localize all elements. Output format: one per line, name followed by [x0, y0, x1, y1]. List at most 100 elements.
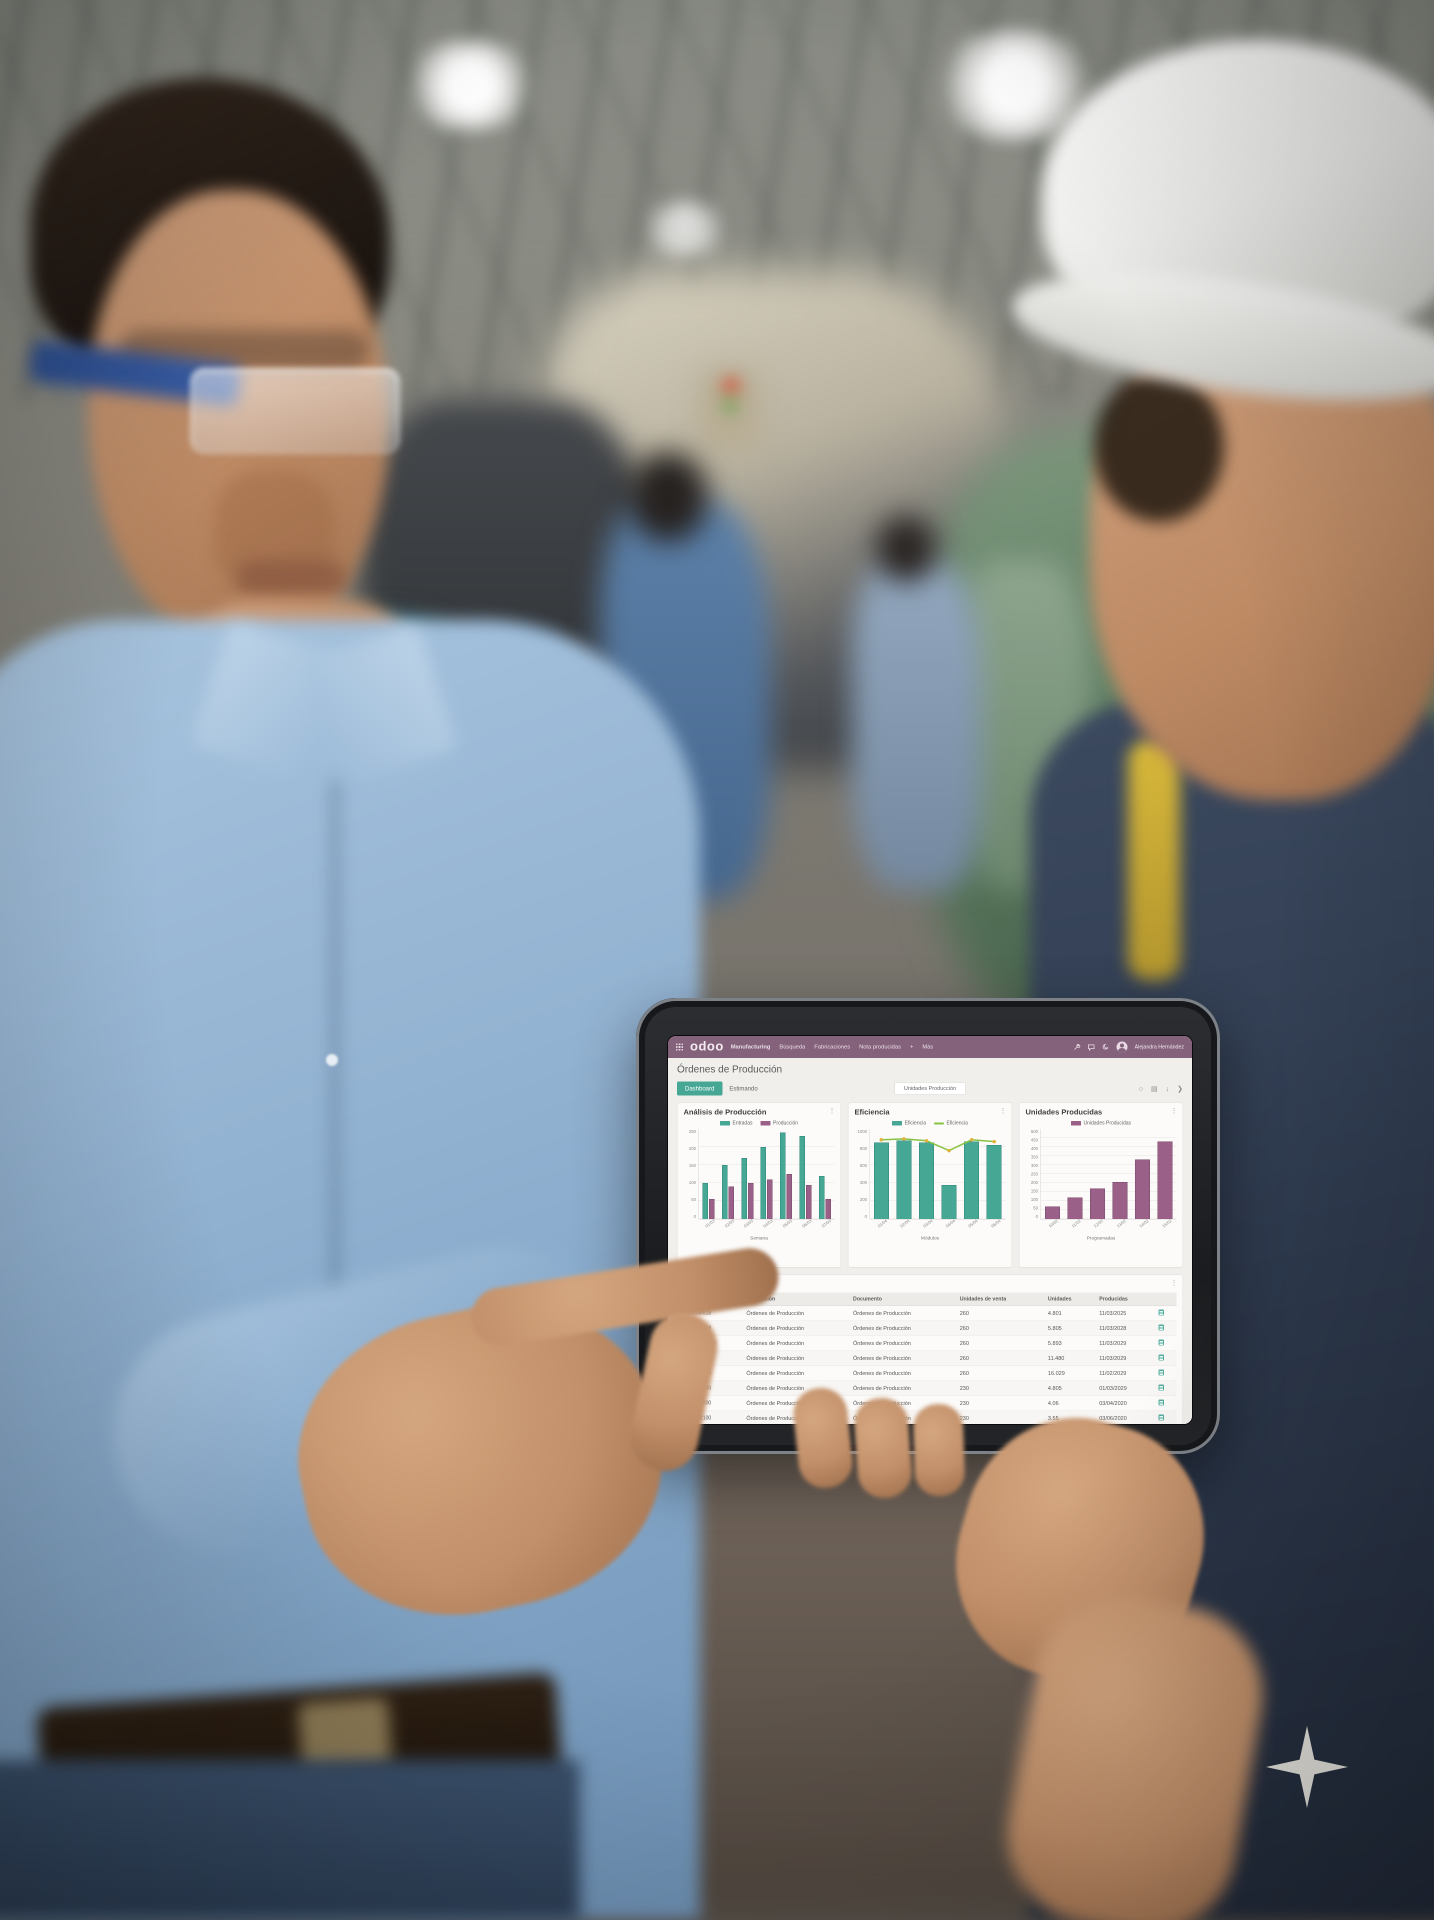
- bar[interactable]: [1044, 1206, 1060, 1219]
- trash-icon[interactable]: [1158, 1369, 1165, 1376]
- bar[interactable]: [818, 1176, 825, 1219]
- topbar-menu-item[interactable]: Búsqueda: [779, 1044, 806, 1050]
- legend-swatch: [760, 1121, 771, 1126]
- bar[interactable]: [1157, 1141, 1173, 1219]
- bar[interactable]: [1135, 1159, 1151, 1219]
- table-cell-name[interactable]: Órdenes de Producción: [742, 1350, 850, 1366]
- worker-head: [628, 452, 708, 542]
- table-cell-name[interactable]: Órdenes de Producción: [742, 1320, 850, 1336]
- bar-group: [964, 1141, 980, 1219]
- topbar-menu-item[interactable]: Más: [922, 1044, 934, 1050]
- table-cell-name[interactable]: Órdenes de Producción: [742, 1335, 850, 1351]
- download-icon[interactable]: ↓: [1165, 1084, 1170, 1093]
- estimate-button[interactable]: Estimando: [722, 1082, 764, 1096]
- breadcrumb: Órdenes de Producción: [677, 1064, 783, 1075]
- legend-swatch: [719, 1121, 730, 1126]
- bar[interactable]: [1089, 1188, 1105, 1219]
- apps-grid-icon[interactable]: [676, 1043, 683, 1051]
- bar[interactable]: [728, 1186, 735, 1219]
- bar[interactable]: [799, 1136, 805, 1219]
- table-cell-doc: Órdenes de Producción: [849, 1365, 956, 1381]
- plot-area: [698, 1129, 835, 1220]
- table-column-header[interactable]: [1154, 1292, 1177, 1306]
- user-name[interactable]: Alejandra Hernández: [1134, 1044, 1184, 1050]
- bar[interactable]: [780, 1132, 786, 1219]
- topbar-menu-item[interactable]: +: [909, 1044, 914, 1050]
- topbar-menu-item[interactable]: Nota producidas: [859, 1044, 901, 1050]
- trash-icon[interactable]: [1158, 1339, 1165, 1346]
- kebab-menu-icon[interactable]: ⋮: [999, 1106, 1007, 1115]
- bar[interactable]: [747, 1183, 754, 1219]
- kebab-menu-icon[interactable]: ⋮: [1170, 1106, 1178, 1115]
- bar[interactable]: [702, 1183, 709, 1219]
- table-cell-doc: Órdenes de Producción: [849, 1350, 956, 1366]
- trash-icon[interactable]: [1158, 1324, 1165, 1331]
- chart-legend: Entradas Producción: [684, 1121, 835, 1126]
- next-icon[interactable]: ❯: [1177, 1084, 1183, 1093]
- right-man-hair: [1094, 372, 1224, 522]
- table-cell-date: 11/03/2029: [1095, 1335, 1155, 1351]
- bar[interactable]: [786, 1174, 793, 1219]
- dashboard-button[interactable]: Dashboard: [677, 1081, 723, 1096]
- left-man-lips: [236, 560, 346, 596]
- legend-swatch: [1070, 1121, 1081, 1126]
- table-row[interactable]: P 10000/000Órdenes de ProducciónÓrdenes …: [683, 1335, 1177, 1351]
- bar[interactable]: [986, 1145, 1002, 1219]
- trash-icon[interactable]: [1158, 1354, 1165, 1361]
- topbar-menu-item[interactable]: Fabricaciones: [814, 1044, 851, 1050]
- legend-swatch: [892, 1121, 903, 1126]
- moon-icon[interactable]: [1102, 1043, 1110, 1051]
- wrench-icon[interactable]: [1073, 1043, 1081, 1051]
- bar-group: [1157, 1141, 1173, 1219]
- bar[interactable]: [1067, 1197, 1083, 1219]
- trash-icon[interactable]: [1158, 1309, 1165, 1316]
- table-column-header[interactable]: Unidades de venta: [955, 1292, 1044, 1306]
- bar[interactable]: [964, 1141, 980, 1219]
- bar[interactable]: [767, 1179, 773, 1219]
- trash-icon[interactable]: [1158, 1399, 1165, 1406]
- circle-icon[interactable]: ○: [1138, 1084, 1144, 1093]
- list-icon[interactable]: ▤: [1151, 1084, 1158, 1093]
- kebab-menu-icon[interactable]: ⋮: [1170, 1278, 1178, 1287]
- green-indicator-light: [723, 398, 737, 412]
- bar[interactable]: [825, 1199, 831, 1219]
- table-column-header[interactable]: Producidas: [1095, 1292, 1155, 1306]
- user-avatar[interactable]: [1116, 1041, 1128, 1053]
- table-cell-units: 5.805: [1043, 1320, 1096, 1336]
- bar[interactable]: [741, 1158, 747, 1219]
- table-column-header[interactable]: Unidades: [1043, 1292, 1096, 1306]
- bar[interactable]: [1112, 1182, 1128, 1219]
- bar[interactable]: [722, 1165, 728, 1219]
- view-switcher: ○ ▤ ↓ ❯: [1139, 1084, 1183, 1093]
- card-title: Análisis de Producción: [683, 1108, 767, 1117]
- filter-chip[interactable]: Unidades Producción: [894, 1082, 966, 1095]
- kebab-menu-icon[interactable]: ⋮: [828, 1106, 836, 1115]
- bar[interactable]: [896, 1140, 912, 1219]
- bar-group: [896, 1140, 912, 1219]
- topbar-menu-item[interactable]: Manufacturing: [730, 1044, 771, 1050]
- bar[interactable]: [760, 1147, 767, 1219]
- table-cell-doc: Órdenes de Producción: [849, 1380, 956, 1396]
- trash-icon[interactable]: [1158, 1384, 1165, 1391]
- bar[interactable]: [873, 1142, 889, 1219]
- bar[interactable]: [805, 1185, 812, 1219]
- bar-group: [1089, 1188, 1105, 1219]
- bar[interactable]: [918, 1142, 934, 1219]
- bar[interactable]: [941, 1185, 957, 1219]
- bar[interactable]: [709, 1199, 715, 1219]
- ceiling-light: [400, 40, 540, 130]
- ceiling-light: [640, 200, 730, 260]
- table-cell-name[interactable]: Órdenes de Producción: [742, 1365, 850, 1381]
- card-title: Eficiencia: [854, 1108, 890, 1117]
- table-column-header[interactable]: Documento: [849, 1292, 956, 1306]
- chat-icon[interactable]: [1088, 1043, 1096, 1051]
- bar-group: [1112, 1182, 1128, 1219]
- trash-icon[interactable]: [1158, 1414, 1165, 1421]
- table-cell-name[interactable]: Órdenes de Producción: [742, 1305, 850, 1321]
